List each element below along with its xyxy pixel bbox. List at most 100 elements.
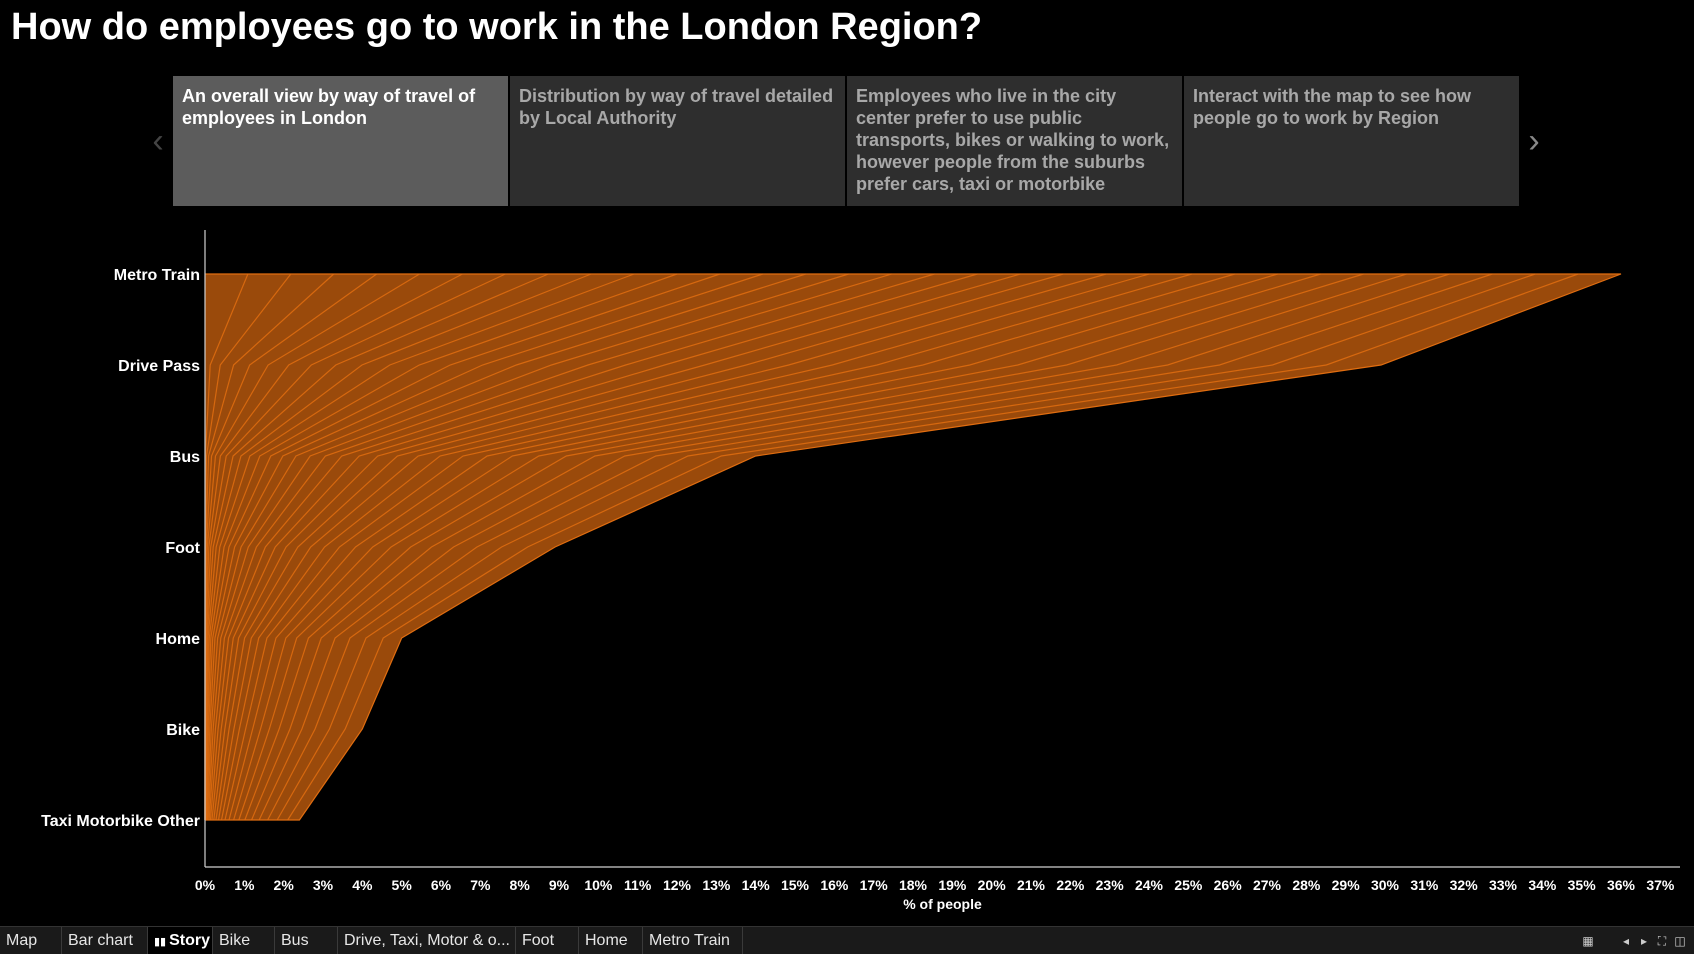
area-layer-line (287, 273, 1579, 821)
area-layer-line (224, 273, 1193, 821)
x-tick-label: 1% (234, 877, 255, 893)
tab-label: Foot (522, 932, 555, 949)
x-tick-label: 24% (1135, 877, 1164, 893)
x-tick-label: 12% (663, 877, 692, 893)
tab-home[interactable]: Home (579, 927, 643, 954)
x-tick-label: 29% (1332, 877, 1361, 893)
x-tick-label: 33% (1489, 877, 1518, 893)
chevron-left-icon[interactable]: ‹ (152, 121, 164, 160)
story-point-label: Distribution by way of travel detailed b… (519, 86, 834, 128)
x-tick-label: 22% (1056, 877, 1085, 893)
tab-bar-chart[interactable]: Bar chart (62, 927, 148, 954)
x-tick-label: 14% (742, 877, 771, 893)
grid-icon[interactable]: ▦ (1582, 934, 1594, 948)
area-layer-line (251, 273, 1407, 821)
story-navigator: ‹ An overall view by way of travel of em… (0, 76, 1694, 206)
tab-label: Bus (281, 932, 309, 949)
story-point-label: Employees who live in the city center pr… (856, 86, 1170, 194)
x-tick-label: 19% (938, 877, 967, 893)
x-tick-label: 31% (1410, 877, 1439, 893)
area-layer-line (213, 273, 1021, 821)
category-label: Foot (165, 540, 200, 557)
fullscreen-icon[interactable]: ⛶ (1657, 934, 1667, 948)
x-tick-label: 2% (274, 877, 295, 893)
story-point-1[interactable]: An overall view by way of travel of empl… (173, 76, 508, 206)
area-layer-line (244, 273, 1364, 821)
x-tick-label: 18% (899, 877, 928, 893)
arrow-left-icon[interactable]: ◂ (1622, 934, 1630, 948)
tab-label: Story (169, 932, 211, 949)
area-layer-line (206, 273, 764, 821)
x-tick-label: 34% (1528, 877, 1557, 893)
tab-story[interactable]: ▮▮ Story (148, 927, 213, 954)
x-tick-label: 28% (1292, 877, 1321, 893)
x-tick-label: 9% (549, 877, 570, 893)
tab-label: Bike (219, 932, 251, 949)
arrow-right-icon[interactable]: ▸ (1640, 934, 1648, 948)
category-label: Drive Pass (118, 358, 200, 375)
x-tick-label: 16% (820, 877, 849, 893)
x-tick-label: 4% (352, 877, 373, 893)
x-tick-label: 30% (1371, 877, 1400, 893)
area-layer-line (267, 273, 1493, 821)
category-label: Taxi Motorbike Other (41, 813, 200, 830)
x-tick-label: 23% (1096, 877, 1125, 893)
area-envelope-outline (205, 273, 1622, 821)
area-envelope (205, 274, 1621, 820)
tab-label: Map (6, 932, 38, 949)
story-icon: ▮▮ (154, 936, 167, 948)
area-layer-line (209, 273, 935, 821)
category-label: Metro Train (114, 267, 200, 284)
area-layer-line (215, 273, 1064, 821)
area-layer-line (206, 273, 806, 821)
area-layer-line (258, 273, 1450, 821)
tab-label: Drive, Taxi, Motor & o... (344, 932, 510, 949)
area-layer-line (207, 273, 849, 821)
tab-bike[interactable]: Bike (213, 927, 275, 954)
area-layer-line (205, 273, 678, 821)
category-label: Home (156, 631, 201, 648)
x-tick-label: 32% (1450, 877, 1479, 893)
area-layer-line (204, 273, 635, 821)
area-layer-line (208, 273, 892, 821)
x-tick-label: 20% (978, 877, 1007, 893)
tab-foot[interactable]: Foot (516, 927, 579, 954)
story-point-2[interactable]: Distribution by way of travel detailed b… (510, 76, 845, 206)
tab-label: Home (585, 932, 628, 949)
x-tick-label: 13% (702, 877, 731, 893)
category-label: Bus (170, 449, 200, 466)
category-label: Bike (166, 722, 200, 739)
area-layer-line (217, 273, 1107, 821)
tab-metro-train[interactable]: Metro Train (643, 927, 743, 954)
sheet-tab-bar: Map Bar chart ▮▮ Story Bike Bus Drive, Ta… (0, 926, 1694, 954)
x-tick-label: 17% (860, 877, 889, 893)
story-point-4[interactable]: Interact with the map to see how people … (1184, 76, 1519, 206)
area-chart: Metro Train Drive Pass Bus Foot Home Bike Taxi… (41, 230, 1680, 912)
x-tick-label: 6% (431, 877, 452, 893)
tab-drive-taxi-motor[interactable]: Drive, Taxi, Motor & o... (338, 927, 516, 954)
x-tick-label: 15% (781, 877, 810, 893)
story-point-label: Interact with the map to see how people … (1193, 86, 1472, 128)
area-layer-line (205, 273, 721, 821)
x-tick-label: 25% (1174, 877, 1203, 893)
chevron-right-icon[interactable]: › (1528, 121, 1540, 160)
x-tick-label: 5% (392, 877, 413, 893)
tab-map[interactable]: Map (0, 927, 62, 954)
area-layer-line (220, 273, 1150, 821)
x-axis-title: % of people (903, 896, 982, 912)
area-layer-line (238, 273, 1321, 821)
x-tick-label: 8% (510, 877, 531, 893)
story-point-3[interactable]: Employees who live in the city center pr… (847, 76, 1182, 206)
area-layer-line (276, 273, 1536, 821)
area-layer-line (228, 273, 1235, 821)
tab-bus[interactable]: Bus (275, 927, 338, 954)
tab-label: Metro Train (649, 932, 730, 949)
x-tick-label: 10% (584, 877, 613, 893)
area-layer-line (211, 273, 978, 821)
story-point-label: An overall view by way of travel of empl… (182, 86, 476, 128)
x-tick-label: 27% (1253, 877, 1282, 893)
x-tick-label: 26% (1214, 877, 1243, 893)
x-tick-label: 21% (1017, 877, 1046, 893)
x-tick-label: 37% (1646, 877, 1675, 893)
presentation-icon[interactable]: ◫ (1674, 934, 1686, 948)
